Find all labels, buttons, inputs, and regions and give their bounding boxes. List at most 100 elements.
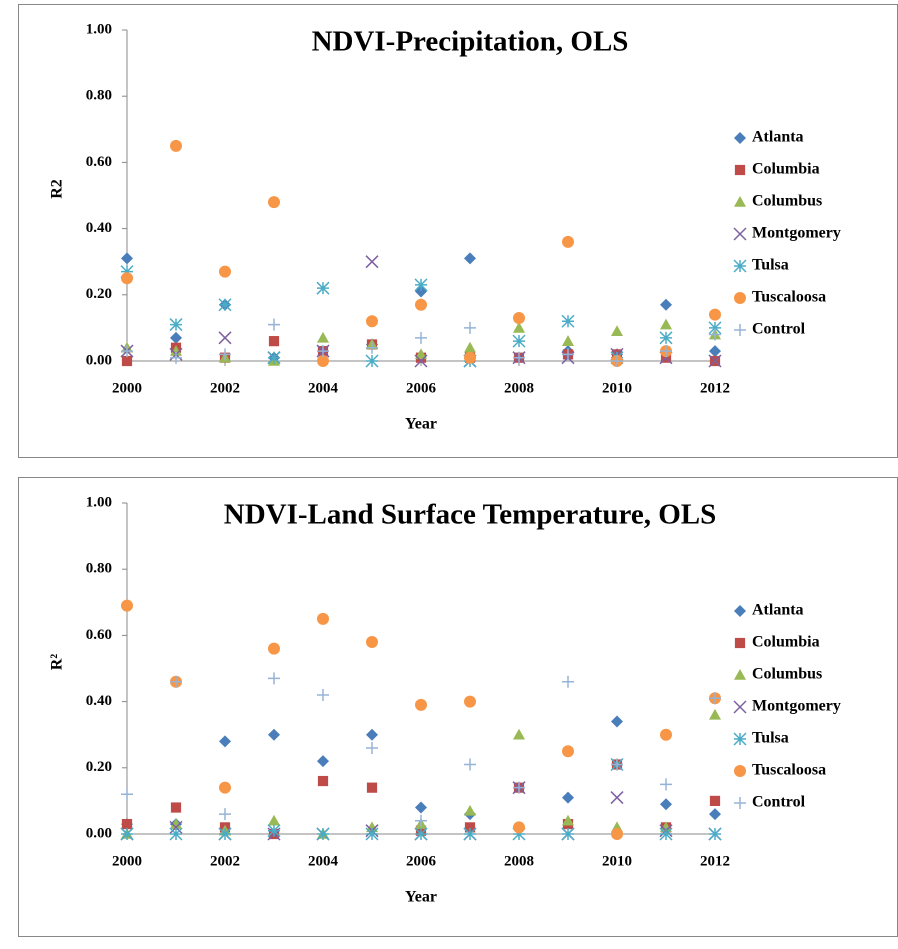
point <box>268 728 280 741</box>
point <box>414 354 428 368</box>
point <box>366 728 378 741</box>
point <box>218 298 232 312</box>
legend-label: Columbus <box>752 666 822 683</box>
chart: NDVI-Land Surface Temperature, OLS R² Year… <box>18 477 898 937</box>
legend-marker <box>734 605 746 617</box>
legend-label: Tulsa <box>752 730 789 747</box>
point <box>170 818 182 829</box>
point <box>561 314 575 328</box>
point <box>121 818 133 830</box>
point <box>121 252 133 265</box>
point <box>562 791 574 804</box>
point <box>268 318 280 331</box>
point <box>219 735 231 748</box>
point <box>611 828 623 840</box>
point <box>610 791 624 805</box>
point <box>366 636 378 649</box>
point <box>660 728 672 741</box>
point <box>120 827 134 841</box>
y-tick-label: 0.40 <box>86 220 112 236</box>
point <box>414 827 428 841</box>
x-tick-label: 2008 <box>504 380 534 396</box>
point <box>415 331 427 344</box>
legend-label: Tuscaloosa <box>752 289 826 306</box>
point <box>464 341 476 353</box>
point <box>513 781 525 794</box>
y-tick-label: 0.80 <box>86 88 112 104</box>
point <box>708 827 722 841</box>
point <box>267 824 281 838</box>
point <box>660 798 672 811</box>
x-tick-label: 2004 <box>308 853 339 869</box>
legend-marker <box>734 324 746 336</box>
point <box>513 311 525 324</box>
legend-label: Columbus <box>752 193 822 210</box>
point <box>512 334 526 348</box>
point <box>611 758 623 771</box>
point <box>169 827 183 841</box>
legend-marker <box>733 227 747 241</box>
point <box>317 345 329 358</box>
point <box>611 715 623 728</box>
x-tick-label: 2006 <box>406 853 437 869</box>
chart-title: NDVI-Land Surface Temperature, OLS <box>224 499 717 531</box>
y-tick-label: 1.00 <box>86 21 112 37</box>
point <box>512 827 526 841</box>
point <box>708 354 722 368</box>
legend-marker <box>734 669 746 680</box>
legend-label: Columbia <box>752 161 820 178</box>
point <box>317 688 329 701</box>
point <box>169 820 183 834</box>
point <box>366 782 378 793</box>
legend-marker <box>734 196 746 207</box>
x-tick-label: 2002 <box>210 380 240 396</box>
point <box>415 814 427 827</box>
point <box>464 758 476 771</box>
point <box>366 741 378 754</box>
point <box>169 318 183 332</box>
point <box>464 252 476 265</box>
point <box>513 728 525 740</box>
point <box>562 348 574 361</box>
point <box>561 827 575 841</box>
legend-marker <box>734 797 746 809</box>
x-axis-label: Year <box>405 416 437 433</box>
point <box>317 755 329 768</box>
chart: NDVI-Precipitation, OLS R2 Year 0.00 0.20 0.4… <box>18 4 898 458</box>
point <box>366 315 378 328</box>
point <box>660 778 672 791</box>
point <box>414 278 428 292</box>
point <box>709 795 721 806</box>
point <box>218 331 232 345</box>
y-tick-label: 0.20 <box>86 286 112 302</box>
legend-marker <box>733 732 747 746</box>
point <box>366 821 378 833</box>
point <box>464 804 476 816</box>
point <box>660 318 672 330</box>
point <box>219 781 231 794</box>
point <box>120 265 134 279</box>
point <box>562 335 574 346</box>
x-tick-label: 2000 <box>112 380 142 396</box>
point <box>121 355 133 367</box>
y-tick-label: 0.00 <box>86 825 112 841</box>
x-tick-label: 2012 <box>700 380 730 396</box>
point <box>218 827 232 841</box>
point <box>170 675 182 688</box>
legend-marker <box>733 259 747 273</box>
point <box>415 348 427 360</box>
legend-marker <box>734 637 746 649</box>
x-tick-label: 2000 <box>112 853 142 869</box>
point <box>415 801 427 814</box>
y-tick-label: 0.80 <box>86 561 112 577</box>
point <box>660 821 672 833</box>
point <box>170 802 182 813</box>
point <box>709 328 721 341</box>
point <box>464 822 476 833</box>
point <box>317 612 329 625</box>
point <box>121 272 133 285</box>
point <box>121 599 133 612</box>
point <box>365 827 379 841</box>
legend-label: Atlanta <box>752 602 804 619</box>
